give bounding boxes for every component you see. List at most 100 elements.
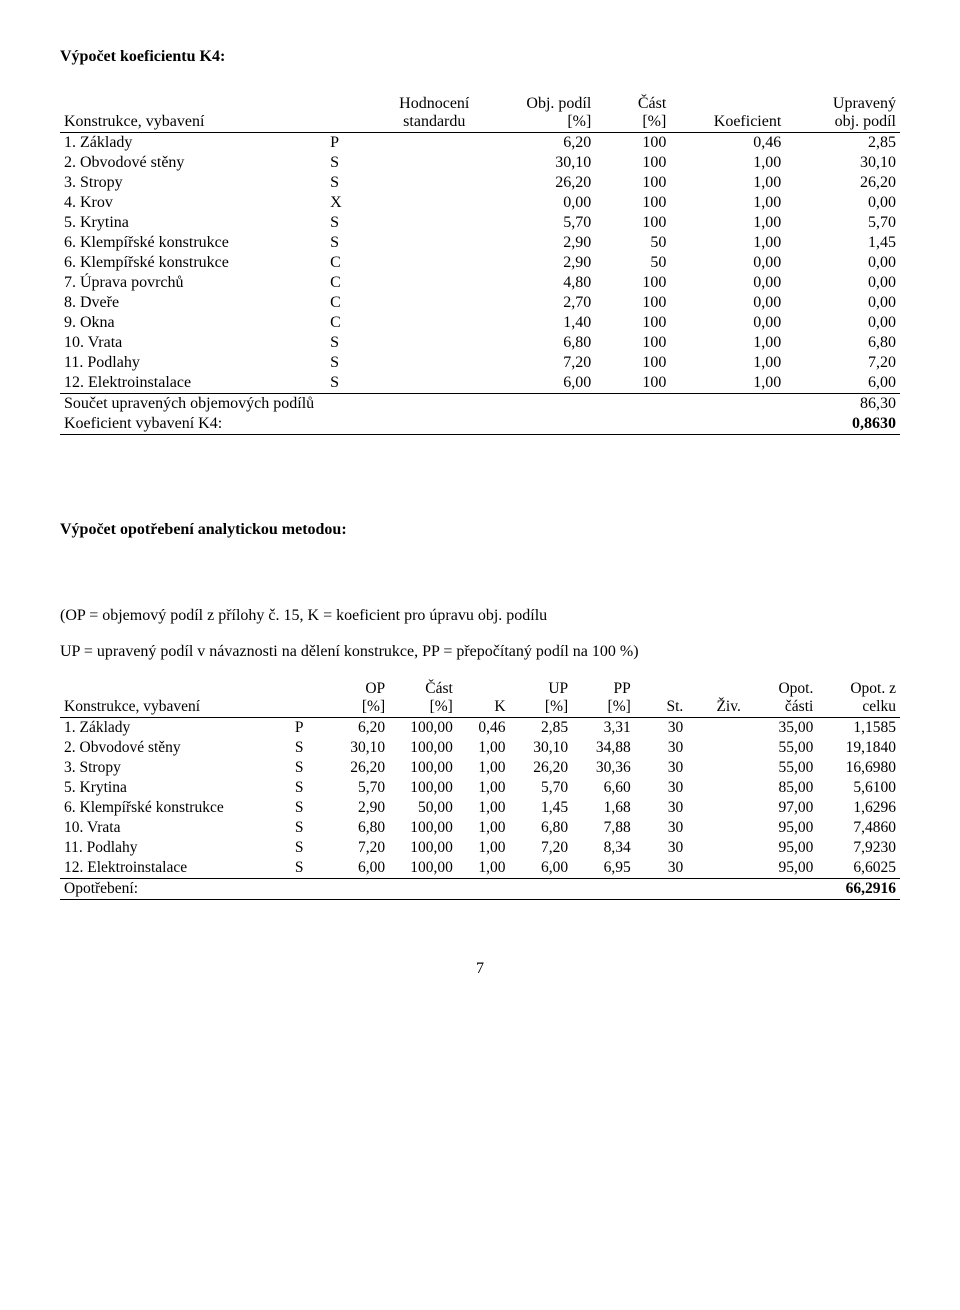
- cell-cast: 100,00: [389, 718, 457, 739]
- hdr-pp: PP [%]: [572, 679, 635, 718]
- table-row: 11. PodlahyS7,20100,001,007,208,343095,0…: [60, 838, 900, 858]
- cell-op: 26,20: [327, 758, 390, 778]
- cell-st: 30: [635, 738, 688, 758]
- cell-code: P: [326, 133, 377, 154]
- cell-cast: 100: [595, 153, 670, 173]
- cell-code: S: [291, 818, 327, 838]
- cell-ziv: [687, 718, 745, 739]
- hdr-upr: Upravený obj. podíl: [785, 94, 900, 133]
- cell-k: 1,00: [457, 818, 510, 838]
- table-row: 4. KrovX0,001001,000,00: [60, 193, 900, 213]
- cell-up: 1,45: [510, 798, 573, 818]
- cell-opot: 85,00: [745, 778, 817, 798]
- cell-koef: 1,00: [670, 193, 785, 213]
- cell-cast: 100,00: [389, 778, 457, 798]
- cell-st: 30: [635, 798, 688, 818]
- cell-opotz: 5,6100: [817, 778, 900, 798]
- cell-cast: 100: [595, 213, 670, 233]
- cell-cast: 100,00: [389, 818, 457, 838]
- cell-pp: 8,34: [572, 838, 635, 858]
- cell-up: 5,70: [510, 778, 573, 798]
- cell-koef: 0,00: [670, 253, 785, 273]
- cell-k: 1,00: [457, 838, 510, 858]
- cell-op: 2,90: [327, 798, 390, 818]
- hdr-cast: Část [%]: [389, 679, 457, 718]
- sum-val: 66,2916: [817, 879, 900, 900]
- cell-cast: 100,00: [389, 858, 457, 879]
- cell-cast: 100: [595, 373, 670, 394]
- cell-opotz: 7,4860: [817, 818, 900, 838]
- section-title-opotrebeni: Výpočet opotřebení analytickou metodou:: [60, 521, 900, 539]
- cell-upr: 7,20: [785, 353, 900, 373]
- cell-code: S: [291, 738, 327, 758]
- cell-obj: 6,00: [492, 373, 595, 394]
- cell-upr: 0,00: [785, 313, 900, 333]
- cell-name: 10. Vrata: [60, 818, 291, 838]
- title-text: Výpočet opotřebení analytickou metodou:: [60, 521, 347, 538]
- table-row: 3. StropyS26,20100,001,0026,2030,363055,…: [60, 758, 900, 778]
- cell-code: C: [326, 293, 377, 313]
- cell-obj: 6,20: [492, 133, 595, 154]
- cell-hodn: [377, 373, 492, 394]
- cell-cast: 50,00: [389, 798, 457, 818]
- cell-name: 5. Krytina: [60, 213, 326, 233]
- cell-pp: 6,60: [572, 778, 635, 798]
- cell-code: C: [326, 253, 377, 273]
- cell-cast: 100: [595, 353, 670, 373]
- cell-upr: 6,00: [785, 373, 900, 394]
- table-row: 3. StropyS26,201001,0026,20: [60, 173, 900, 193]
- cell-up: 6,00: [510, 858, 573, 879]
- cell-upr: 0,00: [785, 273, 900, 293]
- table-header-row: Konstrukce, vybavení Hodnocení standardu…: [60, 94, 900, 133]
- cell-obj: 2,90: [492, 233, 595, 253]
- cell-opotz: 6,6025: [817, 858, 900, 879]
- table-row: 6. Klempířské konstrukceC2,90500,000,00: [60, 253, 900, 273]
- table-row: 10. VrataS6,801001,006,80: [60, 333, 900, 353]
- cell-k: 1,00: [457, 858, 510, 879]
- cell-opotz: 1,6296: [817, 798, 900, 818]
- cell-obj: 5,70: [492, 213, 595, 233]
- cell-ziv: [687, 818, 745, 838]
- cell-opot: 97,00: [745, 798, 817, 818]
- page-number: 7: [60, 960, 900, 978]
- cell-code: S: [291, 758, 327, 778]
- cell-koef: 0,00: [670, 273, 785, 293]
- hdr-code: [291, 679, 327, 718]
- cell-name: 1. Základy: [60, 718, 291, 739]
- cell-upr: 5,70: [785, 213, 900, 233]
- cell-ziv: [687, 798, 745, 818]
- table-row: 5. KrytinaS5,70100,001,005,706,603085,00…: [60, 778, 900, 798]
- cell-name: 5. Krytina: [60, 778, 291, 798]
- cell-pp: 3,31: [572, 718, 635, 739]
- cell-hodn: [377, 153, 492, 173]
- cell-name: 1. Základy: [60, 133, 326, 154]
- hdr-st: St.: [635, 679, 688, 718]
- table-row: 8. DveřeC2,701000,000,00: [60, 293, 900, 313]
- cell-pp: 30,36: [572, 758, 635, 778]
- cell-up: 30,10: [510, 738, 573, 758]
- cell-st: 30: [635, 758, 688, 778]
- cell-name: 11. Podlahy: [60, 353, 326, 373]
- cell-pp: 34,88: [572, 738, 635, 758]
- cell-koef: 1,00: [670, 233, 785, 253]
- cell-koef: 1,00: [670, 173, 785, 193]
- cell-name: 2. Obvodové stěny: [60, 153, 326, 173]
- hdr-k: K: [457, 679, 510, 718]
- cell-name: 3. Stropy: [60, 758, 291, 778]
- cell-upr: 6,80: [785, 333, 900, 353]
- cell-cast: 100: [595, 293, 670, 313]
- cell-cast: 100: [595, 273, 670, 293]
- cell-name: 6. Klempířské konstrukce: [60, 253, 326, 273]
- cell-obj: 2,90: [492, 253, 595, 273]
- cell-st: 30: [635, 838, 688, 858]
- cell-name: 7. Úprava povrchů: [60, 273, 326, 293]
- hdr-hodn: Hodnocení standardu: [377, 94, 492, 133]
- hdr-cast: Část [%]: [595, 94, 670, 133]
- cell-name: 9. Okna: [60, 313, 326, 333]
- cell-ziv: [687, 738, 745, 758]
- spacer: [60, 451, 900, 521]
- cell-code: S: [291, 838, 327, 858]
- cell-cast: 50: [595, 233, 670, 253]
- cell-opotz: 1,1585: [817, 718, 900, 739]
- table-row: 12. ElektroinstalaceS6,00100,001,006,006…: [60, 858, 900, 879]
